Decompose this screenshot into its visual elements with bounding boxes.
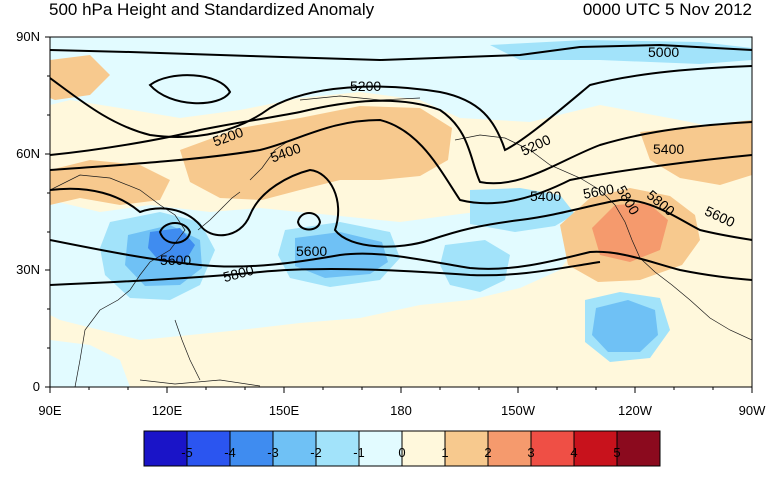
coast-arctic: [299, 95, 421, 101]
chart-title: 500 hPa Height and Standardized Anomaly: [49, 0, 375, 19]
neg-anomaly-japan-max: [148, 228, 195, 262]
colorbar-swatch: [574, 431, 617, 466]
colorbar-swatch: [230, 431, 273, 466]
contour-label: 5200: [350, 78, 381, 94]
contour-label: 5800: [221, 262, 255, 286]
colorbar-swatch: [445, 431, 488, 466]
coast-north-america: [599, 189, 752, 341]
colorbar-label: -2: [310, 445, 322, 460]
contour-label: 5600: [296, 243, 327, 259]
contour-5800: [50, 239, 752, 281]
colorbar: [143, 430, 661, 467]
lon-label: 150E: [268, 403, 300, 418]
axis-ticks: [45, 36, 753, 393]
contour-5800-south: [50, 261, 601, 286]
lat-label: 30N: [16, 262, 40, 277]
pos-anomaly-west-coast-core: [592, 203, 668, 262]
colorbar-swatch: [359, 431, 402, 466]
colorbar-swatch: [488, 431, 531, 466]
neg-anomaly-east-pacific-core: [592, 300, 658, 352]
height-contours: [50, 43, 752, 286]
coast-indonesia: [139, 379, 261, 387]
contour-label: 5400: [653, 141, 684, 157]
colorbar-label: 5: [613, 445, 621, 460]
pos-anomaly-siberia: [180, 106, 452, 200]
valid-time: 0000 UTC 5 Nov 2012: [582, 0, 752, 19]
colorbar-label: 3: [527, 445, 535, 460]
neg-anomaly-ne-pacific: [470, 188, 575, 232]
colorbar-swatch: [273, 431, 316, 466]
contour-5600-dateline: [296, 212, 322, 231]
neg-anomaly-central-pacific: [440, 240, 510, 292]
pos-anomaly-canada: [640, 120, 752, 185]
colorbar-label: -3: [267, 445, 279, 460]
contour-5500: [50, 118, 752, 205]
contour-label: 5400: [530, 188, 561, 204]
lon-label: 180: [390, 403, 412, 418]
contour-label: 5600: [582, 181, 616, 202]
colorbar-swatch: [144, 431, 187, 466]
colorbar-swatch: [316, 431, 359, 466]
colorbar-label: -1: [353, 445, 365, 460]
contour-label: 5000: [648, 44, 679, 60]
contour-5600-japan: [158, 222, 192, 244]
anomaly-field: [50, 37, 752, 387]
contour-label: 5600: [160, 252, 191, 268]
colorbar-label: 2: [484, 445, 492, 460]
neg-anomaly-arctic: [50, 37, 752, 135]
colorbar-label: 1: [441, 445, 449, 460]
colorbar-label: 0: [398, 445, 406, 460]
lat-label: 0: [32, 379, 40, 394]
coast-asia: [50, 174, 186, 387]
lon-label: 120E: [151, 403, 183, 418]
lon-label: 120W: [618, 403, 652, 418]
neg-anomaly-south-asia: [50, 340, 130, 387]
lat-label: 60N: [16, 146, 40, 161]
contour-5000: [50, 43, 752, 62]
lon-label: 150W: [501, 403, 535, 418]
coast-kamchatka: [249, 139, 291, 181]
contour-5400: [50, 99, 752, 185]
pos-anomaly-west-asia: [50, 160, 170, 205]
coast-japan: [197, 191, 241, 231]
contour-5000-closed: [148, 74, 232, 105]
colorbar-swatch: [402, 431, 445, 466]
colorbar-label: -4: [224, 445, 236, 460]
lon-label: 90W: [738, 403, 766, 418]
colorbar-label: 4: [570, 445, 578, 460]
colorbar-label: -5: [181, 445, 193, 460]
coast-philippines: [174, 319, 201, 381]
contour-5200: [50, 65, 752, 152]
lat-label: 90N: [16, 29, 40, 44]
colorbar-swatch: [531, 431, 574, 466]
lon-label: 90E: [38, 403, 62, 418]
colorbar-swatch: [187, 431, 230, 466]
colorbar-swatch: [617, 431, 660, 466]
contour-5600: [50, 168, 752, 248]
